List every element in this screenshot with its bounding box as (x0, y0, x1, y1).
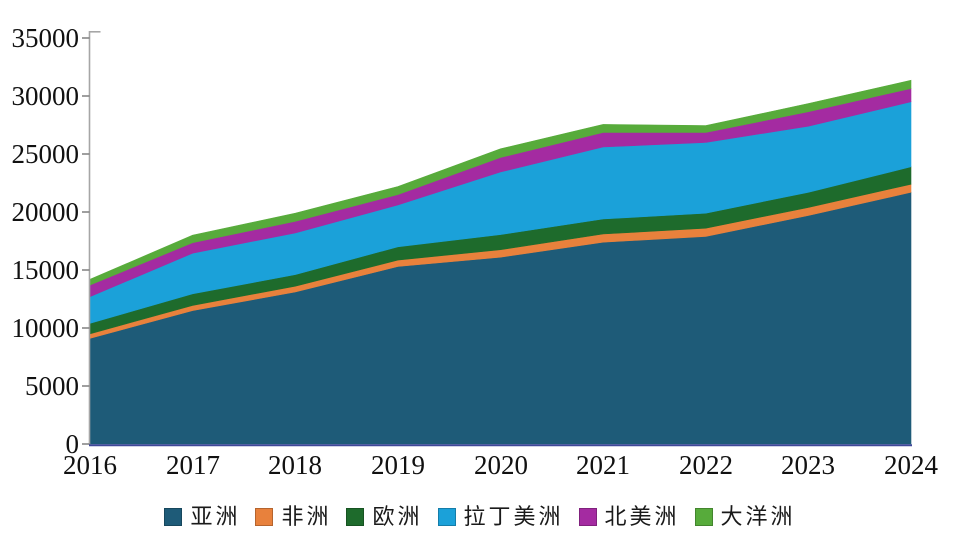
y-axis-tick-label: 25000 (11, 139, 80, 169)
legend-item-3: 拉丁美洲 (437, 504, 564, 530)
legend-swatch-icon (164, 508, 183, 526)
legend-label: 亚洲 (190, 504, 241, 529)
y-axis-tick-label: 0 (65, 429, 80, 459)
chart-legend: 亚洲 非洲 欧洲 拉丁美洲 北美洲 大洋洲 (0, 504, 960, 530)
y-axis-tick-label: 5000 (25, 371, 79, 401)
y-axis-tick-label: 15000 (11, 255, 80, 285)
legend-item-2: 欧洲 (346, 504, 422, 530)
x-axis-tick-label: 2016 (63, 450, 117, 480)
x-axis-tick-label: 2017 (166, 450, 220, 480)
x-axis-tick-label: 2019 (371, 450, 425, 480)
legend-swatch-icon (255, 508, 274, 526)
legend-label: 大洋洲 (720, 504, 796, 529)
y-axis-tick-label: 20000 (11, 197, 80, 227)
legend-label: 非洲 (281, 504, 332, 529)
y-axis-tick-label: 35000 (11, 23, 80, 53)
x-axis-tick-label: 2018 (268, 450, 322, 480)
x-axis-tick-label: 2021 (576, 450, 630, 480)
x-axis-tick-label: 2023 (781, 450, 835, 480)
legend-item-5: 大洋洲 (694, 504, 796, 530)
legend-swatch-icon (437, 508, 456, 526)
legend-label: 欧洲 (372, 504, 423, 529)
y-axis-tick-label: 10000 (11, 313, 80, 343)
legend-label: 北美洲 (604, 504, 680, 529)
legend-item-1: 非洲 (255, 504, 331, 530)
legend-swatch-icon (578, 508, 597, 526)
legend-swatch-icon (694, 508, 713, 526)
legend-swatch-icon (346, 508, 365, 526)
legend-item-0: 亚洲 (164, 504, 240, 530)
legend-item-4: 北美洲 (578, 504, 680, 530)
x-axis-tick-label: 2020 (474, 450, 528, 480)
y-axis-tick-label: 30000 (11, 81, 80, 111)
legend-label: 拉丁美洲 (463, 504, 564, 529)
area-band-5 (89, 79, 912, 286)
x-axis-tick-label: 2022 (679, 450, 733, 480)
x-axis-tick-label: 2024 (884, 450, 938, 480)
